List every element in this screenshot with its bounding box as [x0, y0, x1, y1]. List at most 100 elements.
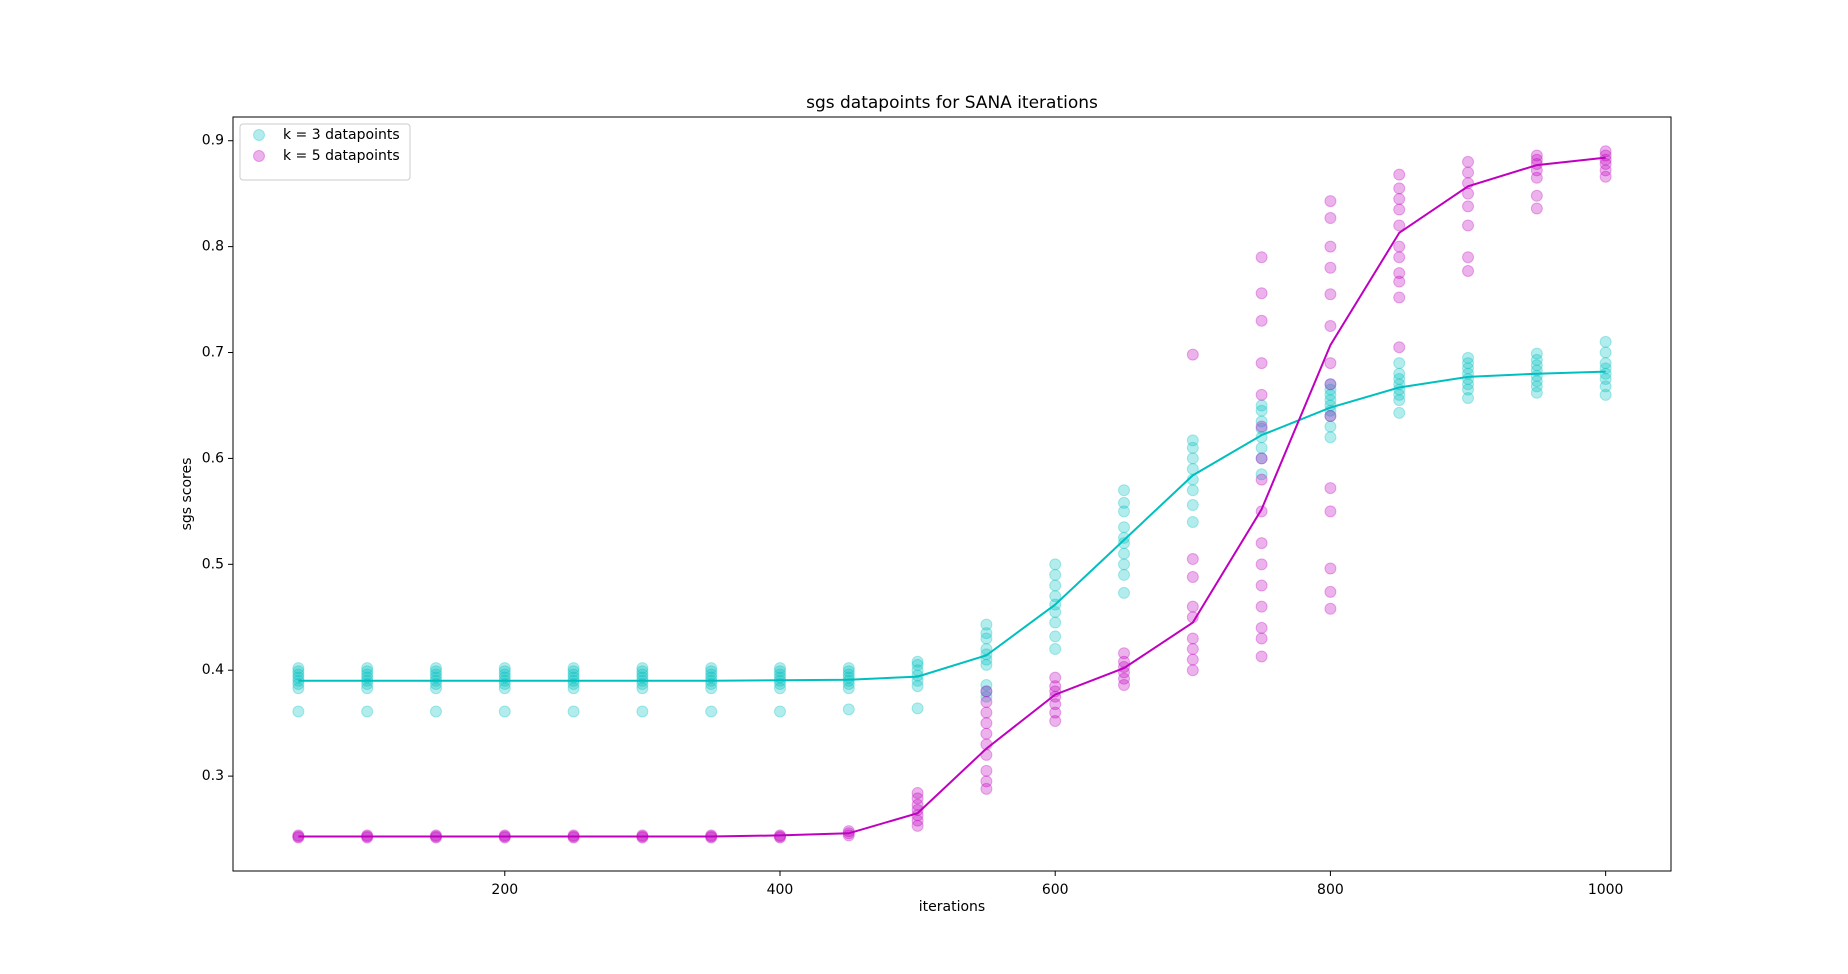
data-point — [1255, 314, 1268, 327]
data-point — [980, 685, 993, 698]
data-point — [980, 727, 993, 740]
y-tick-label: 0.3 — [202, 768, 224, 784]
data-point — [1255, 357, 1268, 370]
data-point — [1186, 515, 1199, 528]
chart-title: sgs datapoints for SANA iterations — [806, 93, 1098, 113]
data-point — [1462, 392, 1475, 405]
data-point — [1049, 680, 1062, 693]
data-point — [1186, 484, 1199, 497]
data-point — [1118, 496, 1131, 509]
data-point — [1599, 372, 1612, 385]
data-point — [1462, 264, 1475, 277]
data-point — [980, 690, 993, 703]
data-point — [361, 682, 374, 695]
data-point — [980, 695, 993, 708]
data-point — [1324, 562, 1337, 575]
data-point — [1462, 251, 1475, 264]
data-point — [1186, 499, 1199, 512]
data-point — [361, 831, 374, 844]
data-point — [1462, 187, 1475, 200]
data-point — [429, 662, 442, 675]
x-axis-label: iterations — [919, 899, 985, 915]
data-point — [1118, 505, 1131, 518]
data-point — [1393, 341, 1406, 354]
data-point — [842, 677, 855, 690]
data-point — [911, 702, 924, 715]
data-point — [842, 682, 855, 695]
data-point — [1186, 571, 1199, 584]
data-point — [1324, 288, 1337, 301]
data-point — [292, 682, 305, 695]
data-point — [636, 682, 649, 695]
data-point — [911, 804, 924, 817]
data-point — [1324, 482, 1337, 495]
data-point — [292, 705, 305, 718]
data-point — [1118, 568, 1131, 581]
data-point — [1599, 164, 1612, 177]
y-tick-label: 0.6 — [202, 450, 224, 466]
data-point — [1255, 468, 1268, 481]
data-point — [911, 674, 924, 687]
data-point — [773, 682, 786, 695]
data-point — [1049, 643, 1062, 656]
data-point — [1530, 359, 1543, 372]
data-point — [1324, 357, 1337, 370]
data-point — [429, 831, 442, 844]
y-tick-label: 0.7 — [202, 345, 224, 361]
legend-label: k = 5 datapoints — [283, 148, 400, 164]
data-point — [842, 674, 855, 687]
data-point — [1599, 357, 1612, 370]
data-point — [1255, 473, 1268, 486]
y-tick-label: 0.9 — [202, 133, 224, 149]
data-point — [636, 662, 649, 675]
data-point — [429, 682, 442, 695]
x-tick-label: 200 — [491, 882, 518, 898]
data-point — [842, 665, 855, 678]
data-point — [1186, 653, 1199, 666]
x-tick-label: 600 — [1042, 882, 1069, 898]
data-point — [911, 655, 924, 668]
data-point — [980, 658, 993, 671]
data-point — [1118, 547, 1131, 560]
data-point — [498, 665, 511, 678]
data-point — [705, 705, 718, 718]
data-point — [842, 703, 855, 716]
data-point — [1186, 452, 1199, 465]
data-point — [1393, 275, 1406, 288]
plot-frame — [232, 116, 1672, 872]
data-point — [498, 662, 511, 675]
x-tick-label: 800 — [1317, 882, 1344, 898]
legend-label: k = 3 datapoints — [283, 127, 400, 143]
data-point — [1393, 372, 1406, 385]
data-point — [1599, 388, 1612, 401]
data-point — [1462, 219, 1475, 232]
data-point — [1324, 195, 1337, 208]
data-point — [1118, 537, 1131, 550]
data-point — [567, 682, 580, 695]
data-point — [292, 829, 305, 842]
data-point — [980, 764, 993, 777]
data-point — [1255, 452, 1268, 465]
data-point — [1324, 320, 1337, 333]
data-point — [1118, 531, 1131, 544]
data-point — [773, 662, 786, 675]
data-point — [980, 627, 993, 640]
data-point — [1530, 189, 1543, 202]
data-point — [567, 705, 580, 718]
data-point — [1393, 192, 1406, 205]
data-point — [1255, 399, 1268, 412]
data-point — [1599, 145, 1612, 158]
data-point — [1255, 388, 1268, 401]
data-point — [1186, 434, 1199, 447]
data-point — [498, 705, 511, 718]
data-point — [1186, 664, 1199, 677]
data-point — [773, 705, 786, 718]
data-point — [498, 831, 511, 844]
data-point — [1049, 706, 1062, 719]
data-point — [1324, 394, 1337, 407]
y-axis-label: sgs scores — [179, 458, 195, 531]
data-point — [1049, 568, 1062, 581]
data-point — [1530, 347, 1543, 360]
data-point — [1324, 212, 1337, 225]
legend-marker — [253, 150, 265, 162]
